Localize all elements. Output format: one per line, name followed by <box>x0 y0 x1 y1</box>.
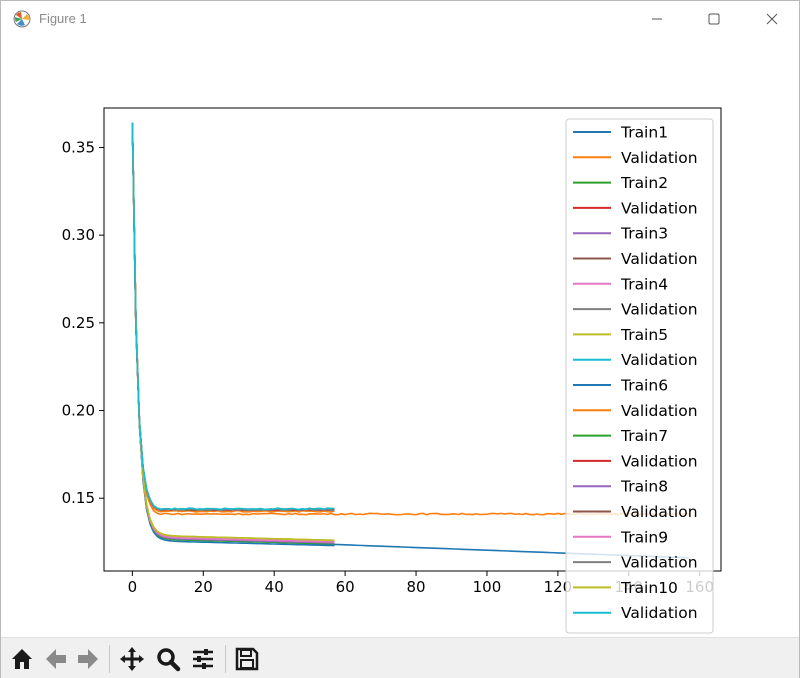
legend-label: Train5 <box>620 326 668 344</box>
legend-label: Train4 <box>620 275 668 293</box>
close-icon <box>766 13 778 25</box>
legend-label: Validation <box>621 402 698 420</box>
series-line <box>131 122 335 511</box>
series-line <box>131 122 335 543</box>
legend-label: Validation <box>621 503 698 521</box>
series-line <box>131 122 335 512</box>
y-tick-label: 0.25 <box>62 314 95 332</box>
legend-label: Validation <box>621 250 698 268</box>
y-tick-label: 0.20 <box>62 402 95 420</box>
x-tick-label: 20 <box>194 578 213 596</box>
save-button[interactable] <box>232 644 262 674</box>
legend-label: Train6 <box>620 377 668 395</box>
figure-canvas: 020406080100120140160 0.150.200.250.300.… <box>1 37 799 637</box>
legend-label: Validation <box>621 604 698 622</box>
series-line <box>131 122 335 512</box>
x-tick-label: 120 <box>544 578 573 596</box>
legend-label: Train7 <box>620 427 668 445</box>
y-tick-label: 0.35 <box>62 138 95 156</box>
home-button[interactable] <box>7 644 37 674</box>
x-tick-label: 40 <box>265 578 284 596</box>
series-line <box>131 122 335 547</box>
x-tick-label: 80 <box>406 578 425 596</box>
legend-box <box>565 118 714 634</box>
plot-lines <box>131 122 690 559</box>
legend-label: Validation <box>621 199 698 217</box>
series-line <box>131 122 335 512</box>
y-tick-label: 0.30 <box>62 226 95 244</box>
y-tick-label: 0.15 <box>62 489 95 507</box>
line-chart: 020406080100120140160 0.150.200.250.300.… <box>62 107 722 634</box>
legend-label: Train8 <box>620 478 668 496</box>
forward-arrow-icon <box>78 649 98 669</box>
close-button[interactable] <box>749 1 795 37</box>
legend-label: Validation <box>621 452 698 470</box>
legend-label: Train2 <box>620 174 668 192</box>
legend-label: Train9 <box>620 528 668 546</box>
back-button[interactable] <box>41 644 71 674</box>
pan-button[interactable] <box>117 644 147 674</box>
configure-subplots-button[interactable] <box>188 644 218 674</box>
series-line <box>131 122 335 545</box>
x-tick-label: 60 <box>336 578 355 596</box>
maximize-button[interactable] <box>691 1 737 37</box>
back-arrow-icon <box>46 649 66 669</box>
series-line <box>131 122 335 513</box>
legend-label: Train10 <box>620 579 678 597</box>
legend-label: Validation <box>621 351 698 369</box>
legend-label: Validation <box>621 301 698 319</box>
title-bar: Figure 1 <box>1 1 799 37</box>
zoom-button[interactable] <box>153 644 183 674</box>
pan-icon <box>120 647 144 671</box>
home-icon <box>12 649 32 669</box>
legend-label: Train3 <box>620 225 668 243</box>
series-line <box>131 122 335 543</box>
window-title: Figure 1 <box>39 11 87 26</box>
configure-subplots-icon <box>193 649 213 669</box>
toolbar-separator <box>109 645 110 673</box>
y-axis: 0.15 0.20 0.25 0.30 0.35 <box>62 138 104 507</box>
minimize-icon <box>652 18 662 20</box>
forward-button[interactable] <box>73 644 103 674</box>
matplotlib-icon <box>13 10 31 28</box>
legend-label: Train1 <box>620 124 668 142</box>
series-line <box>131 122 335 512</box>
legend: Train1 Validation Train2 Validation Train3 Va… <box>565 118 714 634</box>
series-line <box>131 122 335 543</box>
legend-label: Validation <box>621 149 698 167</box>
series-line <box>131 122 335 512</box>
minimize-button[interactable] <box>634 1 680 37</box>
series-line <box>131 122 335 542</box>
toolbar-separator <box>225 645 226 673</box>
zoom-icon <box>157 648 181 672</box>
series-line <box>131 122 335 512</box>
axes-frame <box>103 107 722 572</box>
maximize-icon <box>708 13 720 25</box>
x-tick-label: 100 <box>473 578 502 596</box>
series-line <box>131 122 335 542</box>
series-line <box>131 122 335 544</box>
navigation-toolbar <box>1 637 799 678</box>
series-line <box>131 122 335 512</box>
save-icon <box>235 647 259 671</box>
x-tick-label: 0 <box>128 578 138 596</box>
legend-label: Validation <box>621 554 698 572</box>
series-line <box>131 122 335 545</box>
